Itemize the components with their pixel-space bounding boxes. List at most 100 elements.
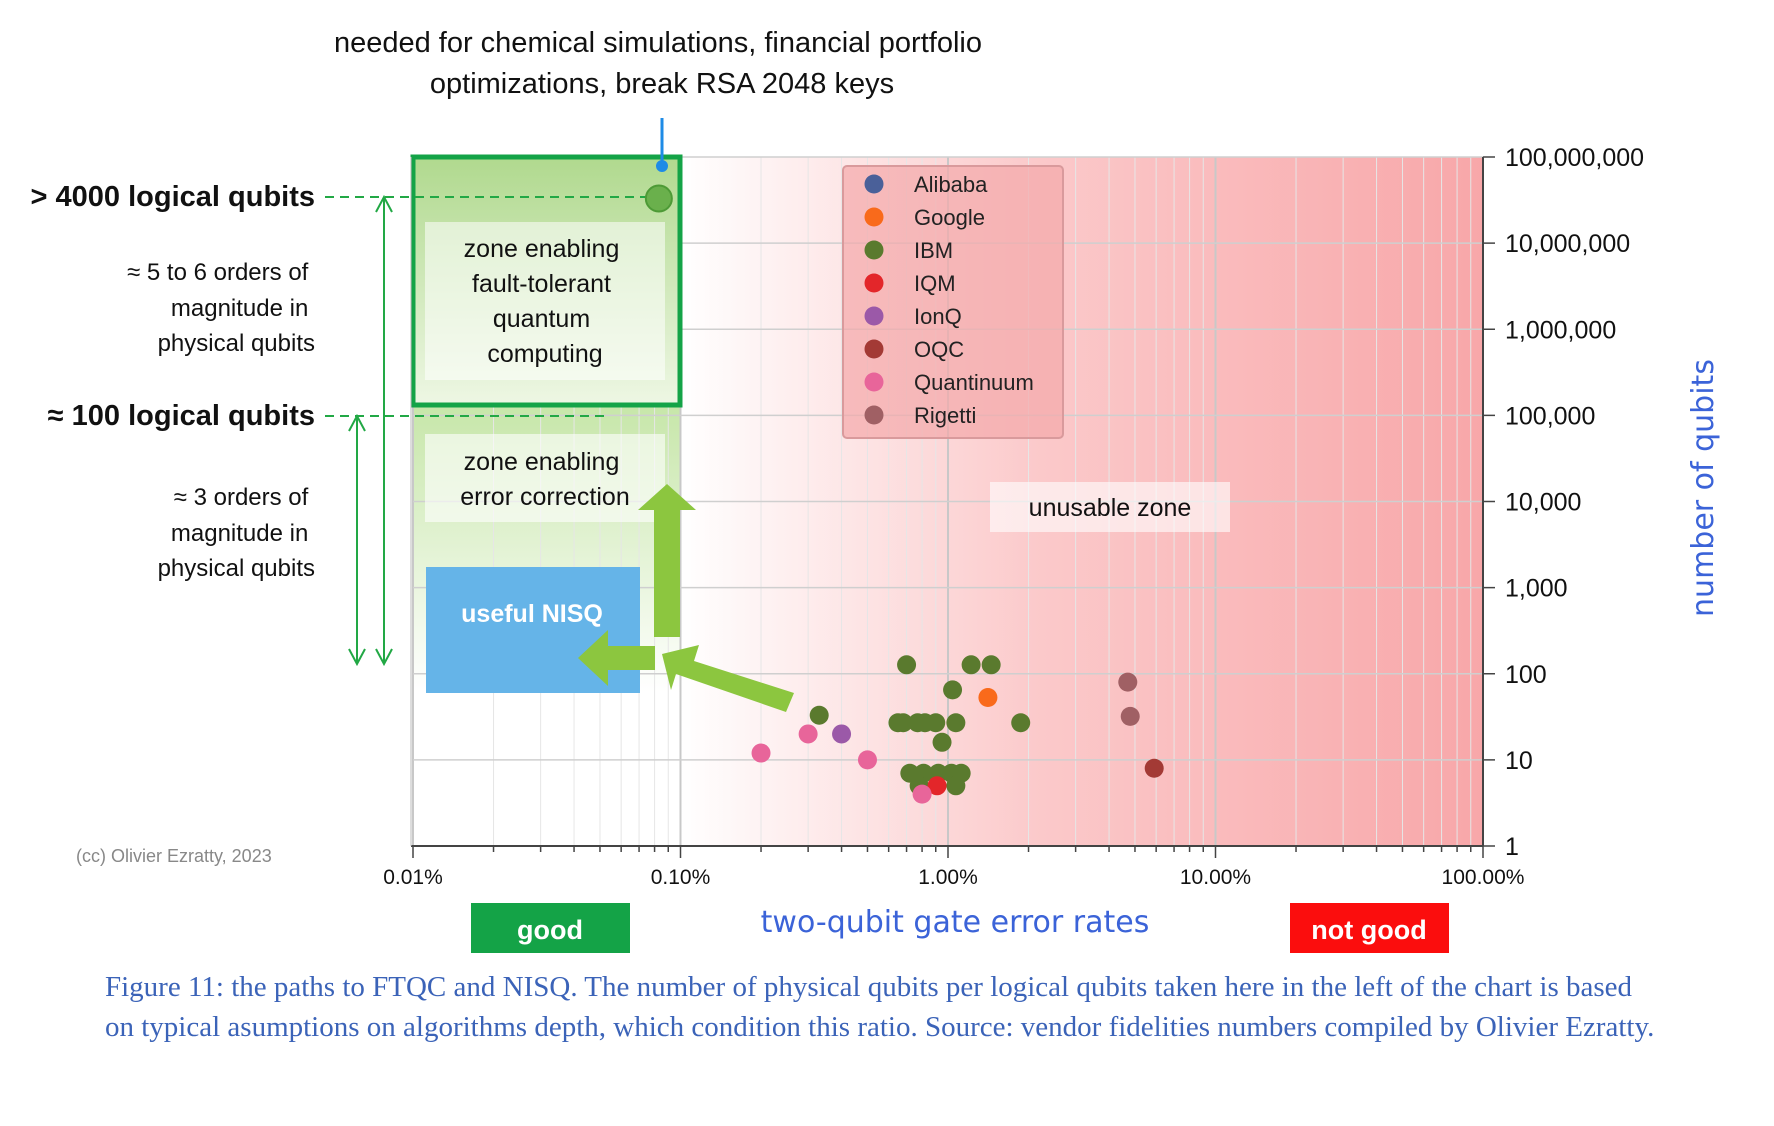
orders-3-line-1: ≈ 3 orders of [174, 484, 309, 511]
legend-marker-google [864, 207, 884, 227]
fault-tolerant-line-3: quantum [493, 305, 590, 333]
logical-4000-label: > 4000 logical qubits [31, 181, 315, 213]
legend-marker-rigetti [864, 405, 884, 425]
top-note-line-2: optimizations, break RSA 2048 keys [430, 68, 894, 100]
point-oqc [1144, 758, 1164, 778]
point-rigetti [1120, 706, 1140, 726]
fault-tolerant-zone-label: zone enabling fault-tolerant quantum com… [464, 235, 627, 368]
legend-label-rigetti: Rigetti [914, 403, 976, 428]
y-tick-label: 100 [1505, 661, 1547, 689]
legend-marker-oqc [864, 339, 884, 359]
useful-nisq-label: useful NISQ [461, 600, 603, 628]
error-correction-label-box [425, 434, 665, 522]
point-quantinuum [798, 724, 818, 744]
fault-tolerant-line-4: computing [487, 340, 602, 368]
figure-caption: Figure 11: the paths to FTQC and NISQ. T… [105, 971, 1655, 1043]
legend-label-alibaba: Alibaba [914, 172, 988, 197]
legend-label-oqc: OQC [914, 337, 964, 362]
range-arrow-3-bottom [348, 648, 366, 667]
y-tick-label: 100,000 [1505, 402, 1595, 430]
fault-tolerant-label-box [425, 222, 665, 380]
fault-tolerant-line-1: zone enabling [464, 235, 620, 263]
x-tick-label: 0.10% [651, 866, 711, 889]
point-ibm [932, 732, 952, 752]
legend-marker-ibm [864, 240, 884, 260]
y-tick-labels: 1 10 100 1,000 10,000 100,000 1,000,000 10,000,… [1505, 144, 1644, 861]
x-tick-labels: 0.01% 0.10% 1.00% 10.00% 100.00% [383, 866, 1524, 889]
diagonal-arrow [662, 645, 794, 712]
point-ibm [644, 184, 673, 213]
y-tick-label: 10 [1505, 747, 1533, 775]
x-tick-label: 1.00% [918, 866, 978, 889]
good-badge [471, 903, 630, 953]
qubit-error-chart: zone enabling fault-tolerant quantum com… [31, 27, 1721, 953]
logical-100-label: ≈ 100 logical qubits [48, 400, 315, 432]
axis-ticks [412, 156, 1495, 858]
point-ionq [832, 724, 852, 744]
point-ibm [1011, 713, 1031, 733]
range-arrow-3-top [348, 413, 366, 432]
point-ibm [897, 655, 917, 675]
x-tick-label: 10.00% [1180, 866, 1251, 889]
good-badge-label: good [517, 915, 583, 945]
data-points [644, 184, 1164, 804]
error-correction-line-2: error correction [460, 483, 630, 511]
x-tick-label: 0.01% [383, 866, 443, 889]
point-ibm [946, 713, 966, 733]
orders-3-line-3: physical qubits [158, 555, 315, 582]
y-tick-label: 1,000 [1505, 575, 1568, 603]
y-tick-label: 10,000 [1505, 489, 1581, 517]
legend-label-quantinuum: Quantinuum [914, 370, 1034, 395]
orders-5-6-label: ≈ 5 to 6 orders of magnitude in physical… [127, 259, 315, 357]
orders-5-6-line-2: magnitude in [171, 295, 308, 322]
point-ibm [961, 655, 981, 675]
legend-marker-ionq [864, 306, 884, 326]
point-ibm [981, 655, 1001, 675]
legend: Alibaba Google IBM IQM IonQ OQC Quantinuum Rige… [864, 172, 1034, 428]
error-correction-zone-label: zone enabling error correction [460, 448, 630, 511]
legend-marker-alibaba [864, 174, 884, 194]
orders-3-line-2: magnitude in [171, 520, 308, 547]
legend-label-google: Google [914, 205, 985, 230]
pointer-dot [656, 160, 668, 172]
point-ibm [946, 776, 966, 796]
point-ibm [809, 705, 829, 725]
point-ibm [926, 713, 946, 733]
legend-marker-iqm [864, 273, 884, 293]
not-good-badge-label: not good [1311, 915, 1426, 945]
legend-label-iqm: IQM [914, 271, 956, 296]
point-ibm [943, 680, 963, 700]
range-arrow-5-6-top [375, 194, 393, 213]
point-iqm [927, 776, 947, 796]
point-rigetti [1118, 672, 1138, 692]
unusable-zone-label: unusable zone [1029, 494, 1192, 522]
top-note: needed for chemical simulations, financi… [334, 27, 990, 100]
point-quantinuum [912, 784, 932, 804]
point-quantinuum [857, 750, 877, 770]
point-quantinuum [751, 743, 771, 763]
legend-label-ibm: IBM [914, 238, 953, 263]
error-correction-line-1: zone enabling [464, 448, 620, 476]
x-tick-label: 100.00% [1442, 866, 1525, 889]
y-tick-label: 10,000,000 [1505, 230, 1630, 258]
range-arrow-5-6-bottom [375, 648, 393, 667]
orders-5-6-line-3: physical qubits [158, 330, 315, 357]
orders-5-6-line-1: ≈ 5 to 6 orders of [127, 259, 309, 286]
point-google [978, 687, 998, 707]
y-axis-title: number of qubits [1686, 359, 1721, 617]
point-ibm [893, 713, 913, 733]
unusable-label-box [990, 482, 1230, 532]
x-axis-title: two-qubit gate error rates [761, 905, 1150, 940]
legend-label-ionq: IonQ [914, 304, 962, 329]
y-tick-label: 100,000,000 [1505, 144, 1644, 172]
up-arrow [638, 484, 696, 637]
top-note-line-1: needed for chemical simulations, financi… [334, 27, 982, 59]
not-good-badge [1290, 903, 1449, 953]
legend-box [842, 165, 1064, 439]
left-arrow [578, 630, 655, 686]
y-tick-label: 1 [1505, 833, 1519, 861]
fault-tolerant-line-2: fault-tolerant [472, 270, 611, 298]
legend-marker-quantinuum [864, 372, 884, 392]
copyright: (cc) Olivier Ezratty, 2023 [76, 846, 272, 866]
